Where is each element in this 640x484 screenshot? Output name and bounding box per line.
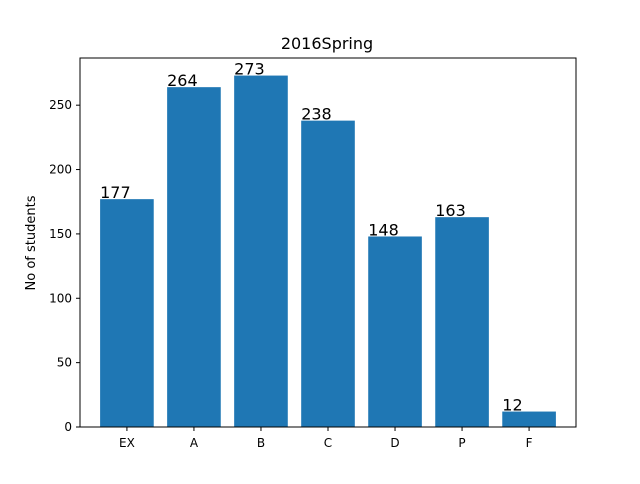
- data-labels-layer: 177 264 273 238 148 163 12: [100, 60, 523, 415]
- x-tick-label-c: C: [324, 436, 332, 450]
- data-label-c: 238: [301, 105, 332, 124]
- y-tick-label: 50: [57, 356, 72, 370]
- y-tick-label: 150: [49, 227, 72, 241]
- bar-p: [435, 217, 489, 427]
- y-tick-label: 250: [49, 98, 72, 112]
- bar-b: [234, 75, 288, 428]
- bar-d: [368, 236, 422, 427]
- data-label-a: 264: [167, 71, 198, 90]
- y-axis-label: No of students: [24, 195, 39, 290]
- bar-f: [502, 411, 556, 427]
- data-label-d: 148: [368, 220, 399, 239]
- data-label-p: 163: [435, 201, 466, 220]
- axes-layer: 0 50 100 150 200 250 EX A B C D P F: [49, 57, 577, 450]
- data-label-f: 12: [502, 396, 522, 415]
- bar-c: [301, 120, 355, 427]
- bar-a: [167, 87, 221, 427]
- x-tick-label-p: P: [458, 436, 465, 450]
- data-label-ex: 177: [100, 183, 131, 202]
- y-tick-label: 100: [49, 291, 72, 305]
- x-tick-label-f: F: [526, 436, 533, 450]
- data-label-b: 273: [234, 60, 265, 79]
- y-tick-label: 0: [64, 420, 72, 434]
- bars-layer: [100, 75, 556, 428]
- bar-ex: [100, 199, 154, 427]
- x-tick-label-ex: EX: [119, 436, 135, 450]
- x-tick-label-b: B: [257, 436, 265, 450]
- y-tick-label: 200: [49, 163, 72, 177]
- x-tick-label-a: A: [190, 436, 199, 450]
- chart-title: 2016Spring: [281, 34, 373, 53]
- x-tick-label-d: D: [390, 436, 399, 450]
